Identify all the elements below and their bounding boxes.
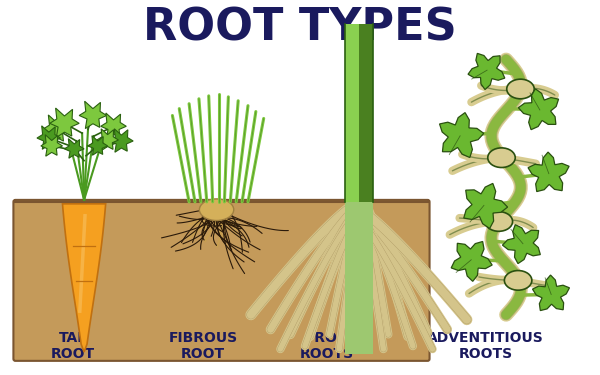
- Polygon shape: [440, 112, 484, 158]
- Polygon shape: [97, 129, 118, 150]
- Polygon shape: [464, 183, 508, 228]
- Text: PROP
ROOTS: PROP ROOTS: [299, 331, 353, 362]
- Polygon shape: [345, 24, 359, 202]
- Polygon shape: [110, 129, 133, 152]
- Polygon shape: [41, 135, 62, 156]
- Ellipse shape: [199, 199, 234, 220]
- Text: ROOT TYPES: ROOT TYPES: [143, 6, 457, 49]
- Polygon shape: [64, 139, 84, 158]
- Ellipse shape: [488, 148, 515, 168]
- Ellipse shape: [507, 79, 534, 99]
- Polygon shape: [43, 115, 70, 142]
- Polygon shape: [528, 152, 569, 192]
- Ellipse shape: [505, 270, 532, 290]
- Polygon shape: [101, 113, 126, 138]
- FancyBboxPatch shape: [13, 200, 430, 361]
- Text: ADVENTITIOUS
ROOTS: ADVENTITIOUS ROOTS: [427, 331, 544, 362]
- Polygon shape: [37, 126, 61, 149]
- Polygon shape: [345, 202, 373, 354]
- Ellipse shape: [485, 211, 512, 231]
- Polygon shape: [50, 108, 79, 137]
- Polygon shape: [533, 275, 569, 310]
- Polygon shape: [62, 204, 106, 352]
- Polygon shape: [468, 53, 505, 90]
- Text: TAP
ROOT: TAP ROOT: [51, 331, 95, 362]
- Polygon shape: [88, 136, 107, 155]
- Polygon shape: [79, 101, 107, 129]
- Polygon shape: [502, 225, 541, 264]
- Text: FIBROUS
ROOT: FIBROUS ROOT: [168, 331, 238, 362]
- Polygon shape: [518, 89, 559, 130]
- Polygon shape: [451, 242, 492, 281]
- Polygon shape: [359, 24, 373, 202]
